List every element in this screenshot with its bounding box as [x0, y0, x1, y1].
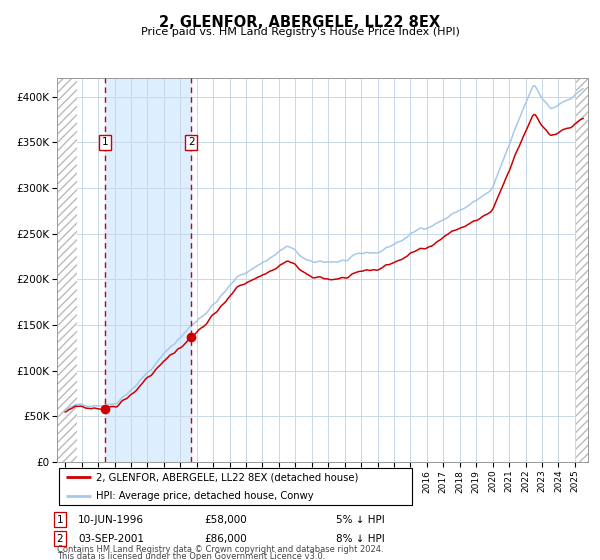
Text: 03-SEP-2001: 03-SEP-2001	[78, 534, 144, 544]
FancyBboxPatch shape	[59, 469, 412, 505]
Polygon shape	[577, 69, 588, 462]
Text: Contains HM Land Registry data © Crown copyright and database right 2024.: Contains HM Land Registry data © Crown c…	[57, 545, 383, 554]
Text: This data is licensed under the Open Government Licence v3.0.: This data is licensed under the Open Gov…	[57, 552, 325, 560]
Text: 2: 2	[56, 534, 64, 544]
Text: 10-JUN-1996: 10-JUN-1996	[78, 515, 144, 525]
Text: 2, GLENFOR, ABERGELE, LL22 8EX: 2, GLENFOR, ABERGELE, LL22 8EX	[160, 15, 440, 30]
Polygon shape	[57, 69, 77, 462]
Text: 5% ↓ HPI: 5% ↓ HPI	[336, 515, 385, 525]
Text: 8% ↓ HPI: 8% ↓ HPI	[336, 534, 385, 544]
Text: 1: 1	[56, 515, 64, 525]
Text: £86,000: £86,000	[204, 534, 247, 544]
Text: 2, GLENFOR, ABERGELE, LL22 8EX (detached house): 2, GLENFOR, ABERGELE, LL22 8EX (detached…	[96, 473, 359, 482]
Text: HPI: Average price, detached house, Conwy: HPI: Average price, detached house, Conw…	[96, 491, 314, 501]
Bar	[106, 78, 191, 462]
Text: 1: 1	[102, 137, 109, 147]
Text: Price paid vs. HM Land Registry's House Price Index (HPI): Price paid vs. HM Land Registry's House …	[140, 27, 460, 37]
Text: 2: 2	[188, 137, 194, 147]
Text: £58,000: £58,000	[204, 515, 247, 525]
